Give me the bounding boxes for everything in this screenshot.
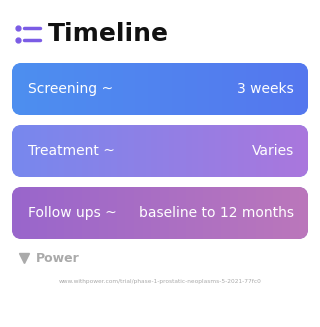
Text: 3 weeks: 3 weeks bbox=[237, 82, 294, 96]
Text: www.withpower.com/trial/phase-1-prostatic-neoplasms-5-2021-77fc0: www.withpower.com/trial/phase-1-prostati… bbox=[59, 280, 261, 284]
FancyBboxPatch shape bbox=[12, 125, 308, 177]
Text: baseline to 12 months: baseline to 12 months bbox=[139, 206, 294, 220]
Text: Timeline: Timeline bbox=[48, 22, 169, 46]
Text: Varies: Varies bbox=[252, 144, 294, 158]
FancyBboxPatch shape bbox=[12, 187, 308, 239]
Text: Power: Power bbox=[36, 251, 80, 265]
Text: Follow ups ~: Follow ups ~ bbox=[28, 206, 117, 220]
Text: Treatment ~: Treatment ~ bbox=[28, 144, 115, 158]
Text: Screening ~: Screening ~ bbox=[28, 82, 113, 96]
FancyBboxPatch shape bbox=[12, 63, 308, 115]
